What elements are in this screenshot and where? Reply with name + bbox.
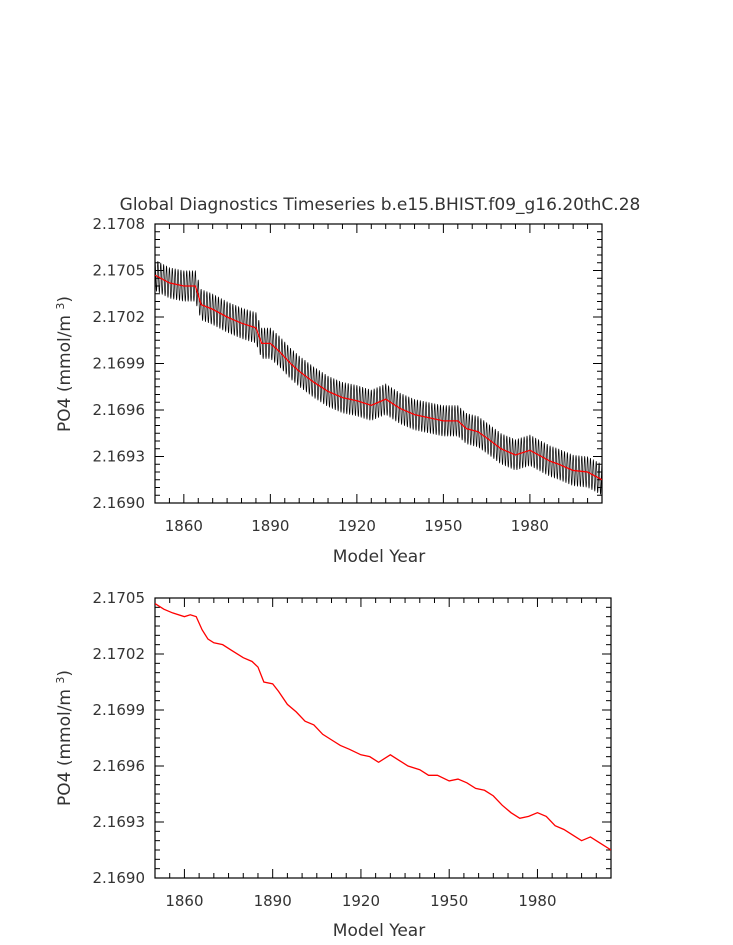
top-x-axis-label: Model Year xyxy=(333,547,425,567)
bottom-y-axis-label: PO4 (mmol/m 3) xyxy=(54,670,75,806)
top-y-tick-label: 2.1693 xyxy=(93,448,146,466)
bottom-x-tick-label: 1980 xyxy=(518,892,556,910)
bottom-y-tick-label: 2.1705 xyxy=(93,589,146,607)
top-y-tick-label: 2.1696 xyxy=(93,401,146,419)
chart-title: Global Diagnostics Timeseries b.e15.BHIS… xyxy=(120,195,641,215)
bottom-y-tick-label: 2.1690 xyxy=(93,869,146,887)
top-x-tick-label: 1860 xyxy=(165,517,203,535)
unit-superscript: 3 xyxy=(54,677,67,684)
panel-bottom: Model Year PO4 (mmol/m 3) 1860 1890 1920 19… xyxy=(54,589,612,941)
unit-close-paren: ) xyxy=(55,296,75,303)
bottom-y-tick-label: 2.1702 xyxy=(93,645,146,663)
bottom-y-tick-label: 2.1693 xyxy=(93,813,146,831)
bottom-x-tick-label: 1920 xyxy=(342,892,380,910)
top-y-axis-label-main: PO4 (mmol/m xyxy=(55,315,75,432)
bottom-y-tick-label: 2.1699 xyxy=(93,701,146,719)
top-y-tick-label: 2.1708 xyxy=(93,215,146,233)
bottom-series-annual xyxy=(155,603,611,851)
unit-close-paren: ) xyxy=(55,670,75,677)
top-x-tick-label: 1920 xyxy=(338,517,376,535)
top-series-monthly xyxy=(155,259,602,495)
bottom-y-axis-label-main: PO4 (mmol/m xyxy=(55,689,75,806)
top-y-tick-label: 2.1690 xyxy=(93,494,146,512)
bottom-x-tick-label: 1950 xyxy=(430,892,468,910)
top-x-tick-label: 1980 xyxy=(511,517,549,535)
top-y-axis-label: PO4 (mmol/m 3) xyxy=(54,296,75,432)
bottom-y-tick-label: 2.1696 xyxy=(93,757,146,775)
top-y-tick-label: 2.1702 xyxy=(93,308,146,326)
top-x-tick-label: 1950 xyxy=(424,517,462,535)
unit-superscript: 3 xyxy=(54,303,67,310)
panel-top: Model Year PO4 (mmol/m 3) 1860 1890 1920 19… xyxy=(54,215,603,567)
bottom-plot-frame xyxy=(154,597,612,879)
top-series-annual xyxy=(155,274,602,481)
bottom-x-tick-label: 1890 xyxy=(254,892,292,910)
bottom-x-axis-label: Model Year xyxy=(333,921,425,941)
top-y-tick-label: 2.1705 xyxy=(93,262,146,280)
bottom-x-tick-label: 1860 xyxy=(165,892,203,910)
top-y-tick-label: 2.1699 xyxy=(93,355,146,373)
top-x-tick-label: 1890 xyxy=(251,517,289,535)
